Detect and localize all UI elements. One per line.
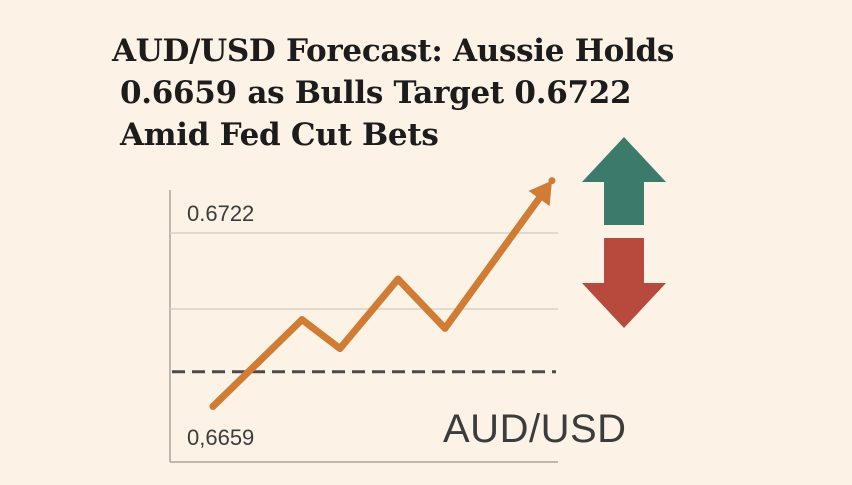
trend-point-1: [298, 316, 306, 324]
tick-label-high: 0.6722: [187, 201, 254, 226]
trend-point-0: [209, 402, 217, 410]
trend-point-5: [548, 177, 556, 185]
trend-arrowhead: [528, 180, 552, 207]
down-arrow-icon: [582, 238, 666, 328]
headline-line-2: 0.6659 as Bulls Target 0.6722: [120, 75, 632, 111]
trend-point-4: [441, 324, 449, 332]
pair-label: AUD/USD: [443, 407, 627, 451]
tick-label-low: 0,6659: [187, 425, 254, 450]
trend-point-3: [394, 275, 402, 283]
price-trend-line: [209, 193, 544, 410]
trend-points: [209, 177, 556, 410]
up-arrow-icon: [582, 137, 666, 225]
trend-point-2: [336, 345, 344, 353]
headline-line-1: AUD/USD Forecast: Aussie Holds: [112, 33, 675, 69]
headline-line-3: Amid Fed Cut Bets: [120, 117, 439, 153]
headline: AUD/USD Forecast: Aussie Holds 0.6659 as…: [112, 30, 752, 156]
